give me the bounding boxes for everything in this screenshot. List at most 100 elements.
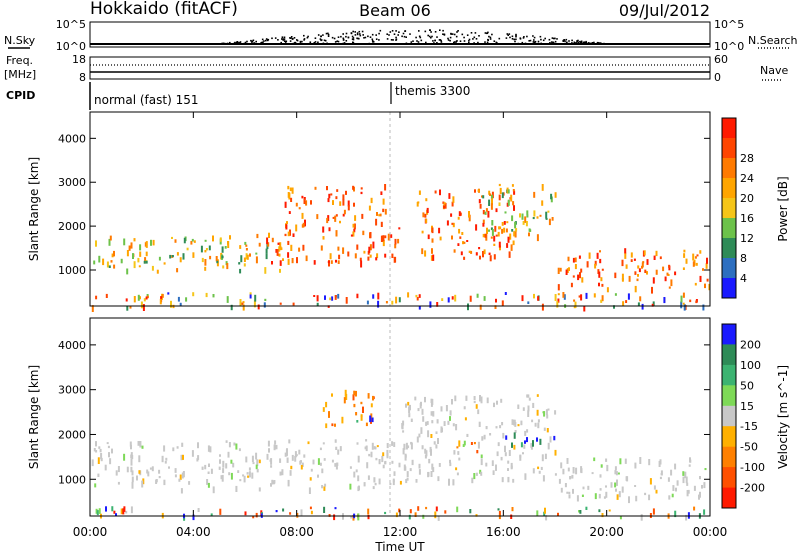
nsky-point — [554, 37, 556, 40]
velocity-cell — [545, 409, 548, 415]
velocity-cell — [530, 444, 533, 450]
power-cell — [494, 305, 497, 309]
nsky-tick-top-right: 10^5 — [714, 18, 744, 31]
nsky-point — [591, 42, 594, 44]
nsky-point — [442, 29, 444, 32]
nsky-point — [486, 41, 489, 44]
nsky-point — [323, 39, 326, 42]
nsky-point — [485, 32, 488, 35]
power-cell — [316, 214, 319, 220]
power-cell — [377, 300, 380, 308]
velocity-cell — [432, 467, 435, 473]
velocity-cell — [165, 457, 168, 461]
velocity-cell — [355, 412, 358, 416]
nsky-point — [388, 34, 390, 36]
velocity-cell — [141, 445, 144, 449]
velocity-cell — [421, 445, 424, 450]
nsky-point — [395, 30, 397, 32]
power-cell — [239, 268, 242, 274]
velocity-cell — [414, 512, 417, 517]
power-cell — [288, 192, 291, 200]
nsky-point — [354, 31, 356, 33]
velocity-cell — [598, 509, 601, 513]
power-cell — [276, 249, 279, 256]
power-cell — [286, 221, 288, 224]
power-cell — [427, 234, 430, 240]
nsky-point — [522, 37, 525, 39]
velocity-cell — [585, 506, 588, 510]
nsky-point — [306, 36, 309, 39]
power-cell — [646, 271, 648, 275]
power-cell — [651, 286, 653, 294]
power-cell — [368, 205, 371, 211]
nsky-point — [369, 36, 372, 38]
power-cell — [458, 228, 461, 234]
velocity-cell — [122, 508, 125, 515]
power-cell — [529, 229, 532, 232]
power-cell — [267, 242, 270, 247]
velocity-cell — [495, 464, 497, 471]
nsky-point — [456, 31, 458, 33]
velocity-cell — [463, 406, 466, 410]
power-cell — [313, 295, 316, 297]
velocity-cell — [373, 446, 376, 450]
power-cell — [451, 222, 454, 225]
nsky-point — [265, 39, 267, 42]
power-cell — [416, 201, 419, 207]
power-cell — [514, 230, 517, 238]
y-tick-label: 4000 — [58, 132, 86, 145]
power-cell — [418, 190, 421, 195]
power-cell — [699, 275, 702, 282]
velocity-cell — [106, 442, 109, 445]
power-cell — [668, 265, 671, 271]
velocity-cell — [328, 411, 330, 418]
nsearch-label: N.Search — [748, 34, 798, 47]
velocity-cell — [131, 481, 134, 489]
power-cell — [422, 212, 425, 218]
power-cell — [257, 304, 260, 310]
nsky-point — [488, 35, 490, 38]
power-cell — [599, 250, 601, 253]
velocity-cell — [554, 449, 557, 456]
nsky-point — [425, 41, 427, 44]
velocity-cell — [408, 413, 411, 418]
velocity-cell — [693, 485, 696, 491]
power-cell — [347, 200, 350, 207]
velocity-cell — [386, 443, 389, 449]
power-cell — [287, 185, 290, 190]
velocity-cell — [606, 464, 609, 472]
velocity-cell — [395, 512, 398, 518]
velocity-cell — [504, 445, 506, 453]
nsky-point — [357, 37, 359, 40]
x-tick-label: 08:00 — [279, 525, 314, 539]
station-title: Hokkaido (fitACF) — [90, 0, 238, 19]
velocity-cell — [237, 470, 240, 473]
cpid-label: CPID — [6, 89, 35, 102]
power-cell — [132, 253, 134, 259]
velocity-cell — [147, 471, 150, 477]
velocity-cell — [405, 403, 407, 408]
power-cell — [176, 268, 179, 273]
velocity-cell — [300, 509, 303, 517]
velocity-cell — [182, 454, 184, 460]
power-cell — [570, 282, 573, 288]
nsky-point — [327, 32, 329, 35]
velocity-cell — [146, 469, 149, 474]
power-cell — [255, 252, 258, 255]
nsky-point — [455, 35, 458, 38]
power-cell — [708, 283, 711, 291]
velocity-cell — [485, 462, 488, 467]
colorbar-swatch — [722, 218, 736, 239]
velocity-cell — [409, 509, 412, 514]
power-cell — [536, 216, 539, 219]
power-cell — [490, 227, 493, 231]
velocity-cell — [100, 457, 103, 462]
velocity-cell — [323, 458, 326, 461]
nsky-point — [352, 42, 355, 44]
power-cell — [244, 241, 247, 245]
y-tick-label: 1000 — [58, 473, 86, 486]
power-cell — [335, 230, 338, 237]
colorbar-tick-label: 24 — [740, 172, 754, 185]
